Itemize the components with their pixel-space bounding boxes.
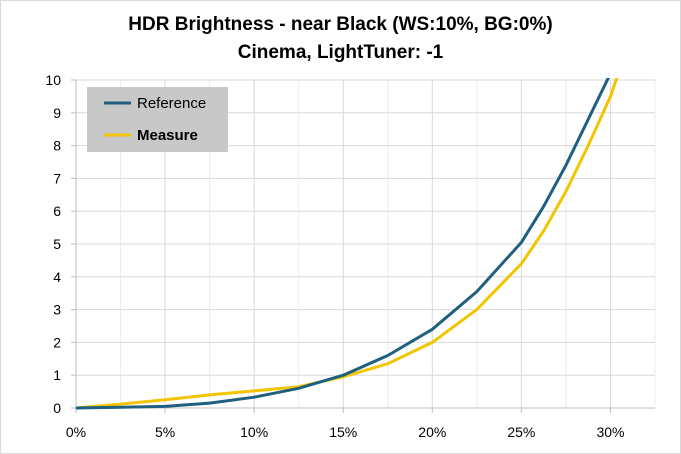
x-tick-label: 10% [240, 424, 268, 440]
chart-title: HDR Brightness - near Black (WS:10%, BG:… [128, 14, 553, 35]
x-tick-label: 30% [596, 424, 624, 440]
y-tick-label: 1 [53, 367, 61, 383]
y-tick-label: 9 [53, 105, 61, 121]
x-tick-label: 15% [329, 424, 357, 440]
y-tick-label: 5 [53, 236, 61, 252]
legend-box [87, 87, 228, 152]
y-tick-label: 6 [53, 203, 61, 219]
y-tick-label: 8 [53, 138, 61, 154]
y-tick-label: 3 [53, 302, 61, 318]
x-tick-label: 25% [507, 424, 535, 440]
series-line-reference [76, 78, 610, 410]
chart-subtitle: Cinema, LightTuner: -1 [237, 42, 444, 63]
series-line-measure [76, 78, 619, 410]
x-tick-label: 0% [66, 424, 86, 440]
x-tick-label: 20% [418, 424, 446, 440]
x-tick-label: 5% [155, 424, 175, 440]
legend-label-measure: Measure [137, 127, 198, 144]
y-tick-label: 4 [53, 269, 61, 285]
legend-label-reference: Reference [137, 95, 206, 112]
y-tick-label: 2 [53, 334, 61, 350]
y-tick-label: 10 [45, 72, 61, 88]
y-tick-label: 7 [53, 170, 61, 186]
y-tick-label: 0 [53, 400, 61, 416]
legend: Reference Measure [87, 87, 228, 152]
